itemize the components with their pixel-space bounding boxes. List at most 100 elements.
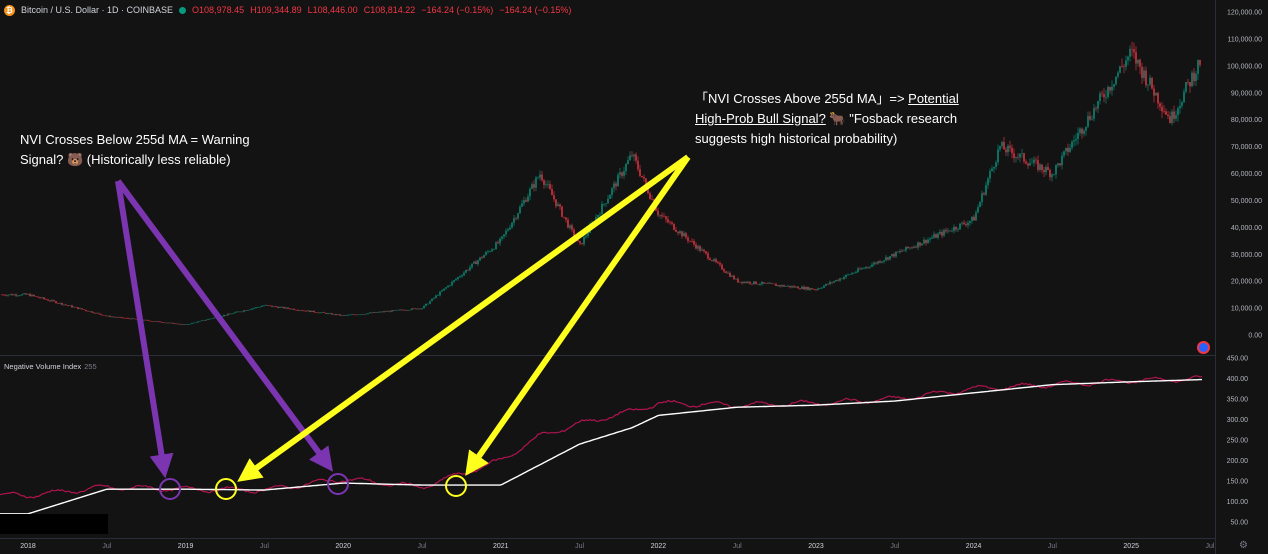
candle-body bbox=[745, 281, 747, 283]
candle-body bbox=[47, 299, 49, 301]
candle-body bbox=[149, 320, 151, 322]
candle-body bbox=[1055, 165, 1057, 175]
candle-body bbox=[287, 307, 289, 309]
candle-body bbox=[951, 230, 953, 232]
candle-body bbox=[1185, 81, 1187, 92]
candle-body bbox=[521, 203, 523, 207]
candle-body bbox=[579, 241, 581, 244]
time-tick-label: Jul bbox=[1206, 543, 1215, 550]
candle-body bbox=[99, 313, 101, 315]
bull-cross-circle bbox=[215, 478, 237, 500]
candle-body bbox=[827, 283, 829, 285]
candle-body bbox=[833, 281, 835, 283]
candle-body bbox=[109, 315, 111, 317]
candle-body bbox=[259, 306, 261, 308]
candle-body bbox=[539, 174, 541, 178]
candle-body bbox=[1181, 102, 1183, 106]
candle-body bbox=[197, 321, 199, 323]
candle-body bbox=[967, 222, 969, 226]
candle-body bbox=[41, 297, 43, 299]
candle-body bbox=[535, 177, 537, 188]
candle-body bbox=[31, 294, 33, 297]
candle-body bbox=[633, 154, 635, 157]
candle-body bbox=[675, 229, 677, 232]
bull-arrow bbox=[237, 154, 690, 482]
candle-body bbox=[847, 274, 849, 276]
candle-body bbox=[199, 320, 201, 322]
candle-body bbox=[83, 309, 85, 310]
candle-body bbox=[65, 304, 67, 306]
candle-body bbox=[895, 251, 897, 257]
candle-body bbox=[681, 231, 683, 237]
candle-body bbox=[357, 314, 359, 316]
candle-body bbox=[563, 216, 565, 218]
candle-body bbox=[955, 226, 957, 230]
candle-body bbox=[33, 294, 35, 297]
candle-body bbox=[901, 250, 903, 252]
candle-body bbox=[1113, 84, 1115, 87]
candle-body bbox=[11, 294, 13, 296]
candle-body bbox=[719, 262, 721, 265]
nvi-tick-label: 50.00 bbox=[1230, 520, 1248, 527]
candle-body bbox=[1009, 145, 1011, 148]
candle-body bbox=[983, 193, 985, 195]
candle-body bbox=[489, 251, 491, 252]
candle-body bbox=[937, 233, 939, 238]
candle-body bbox=[415, 308, 417, 310]
candle-body bbox=[963, 222, 965, 225]
candle-body bbox=[797, 286, 799, 289]
candle-body bbox=[815, 289, 817, 290]
candle-body bbox=[497, 242, 499, 244]
candle-body bbox=[871, 264, 873, 267]
currency-flag-icon[interactable] bbox=[1197, 341, 1210, 354]
candle-body bbox=[687, 237, 689, 241]
candle-body bbox=[1081, 128, 1083, 134]
candle-body bbox=[289, 308, 291, 310]
symbol-header[interactable]: ₿ Bitcoin / U.S. Dollar · 1D · COINBASE … bbox=[4, 3, 571, 17]
candle-body bbox=[169, 322, 171, 324]
candle-body bbox=[457, 277, 459, 280]
candle-body bbox=[1089, 116, 1091, 120]
candle-body bbox=[1183, 91, 1185, 103]
candle-body bbox=[613, 183, 615, 189]
candle-body bbox=[163, 322, 165, 324]
candle-body bbox=[1083, 130, 1085, 134]
candle-body bbox=[749, 281, 751, 284]
candle-body bbox=[1003, 142, 1005, 150]
candle-body bbox=[63, 304, 65, 306]
settings-gear-icon[interactable]: ⚙ bbox=[1239, 540, 1248, 551]
candle-body bbox=[891, 254, 893, 256]
candle-body bbox=[205, 319, 207, 321]
candle-body bbox=[231, 313, 233, 315]
candle-body bbox=[471, 263, 473, 268]
symbol-title[interactable]: Bitcoin / U.S. Dollar · 1D · COINBASE bbox=[21, 5, 174, 15]
candle-body bbox=[1027, 163, 1029, 166]
candle-body bbox=[569, 225, 571, 228]
candle-body bbox=[767, 283, 769, 284]
candle-body bbox=[241, 311, 243, 313]
market-status-icon[interactable] bbox=[179, 6, 187, 14]
candle-body bbox=[913, 246, 915, 248]
candle-body bbox=[635, 154, 637, 161]
candle-body bbox=[1151, 77, 1153, 89]
candle-body bbox=[299, 310, 301, 311]
bull-annotation-line1: 「NVI Crosses Above 255d MA」=> Potential bbox=[695, 91, 959, 106]
candle-body bbox=[529, 188, 531, 197]
bull-arrow bbox=[465, 155, 691, 476]
candle-body bbox=[1045, 166, 1047, 173]
candle-body bbox=[461, 275, 463, 277]
candle-body bbox=[465, 270, 467, 273]
candle-body bbox=[1159, 103, 1161, 107]
candle-body bbox=[79, 308, 81, 309]
candle-body bbox=[1129, 48, 1131, 57]
candle-body bbox=[817, 288, 819, 290]
indicator-legend[interactable]: Negative Volume Index 255 bbox=[4, 362, 97, 371]
candle-body bbox=[1199, 59, 1201, 65]
candle-body bbox=[885, 257, 887, 261]
candle-body bbox=[147, 320, 149, 321]
price-candles bbox=[1, 41, 1201, 325]
candle-body bbox=[1117, 72, 1119, 77]
candle-body bbox=[1179, 105, 1181, 109]
candle-body bbox=[133, 318, 135, 320]
